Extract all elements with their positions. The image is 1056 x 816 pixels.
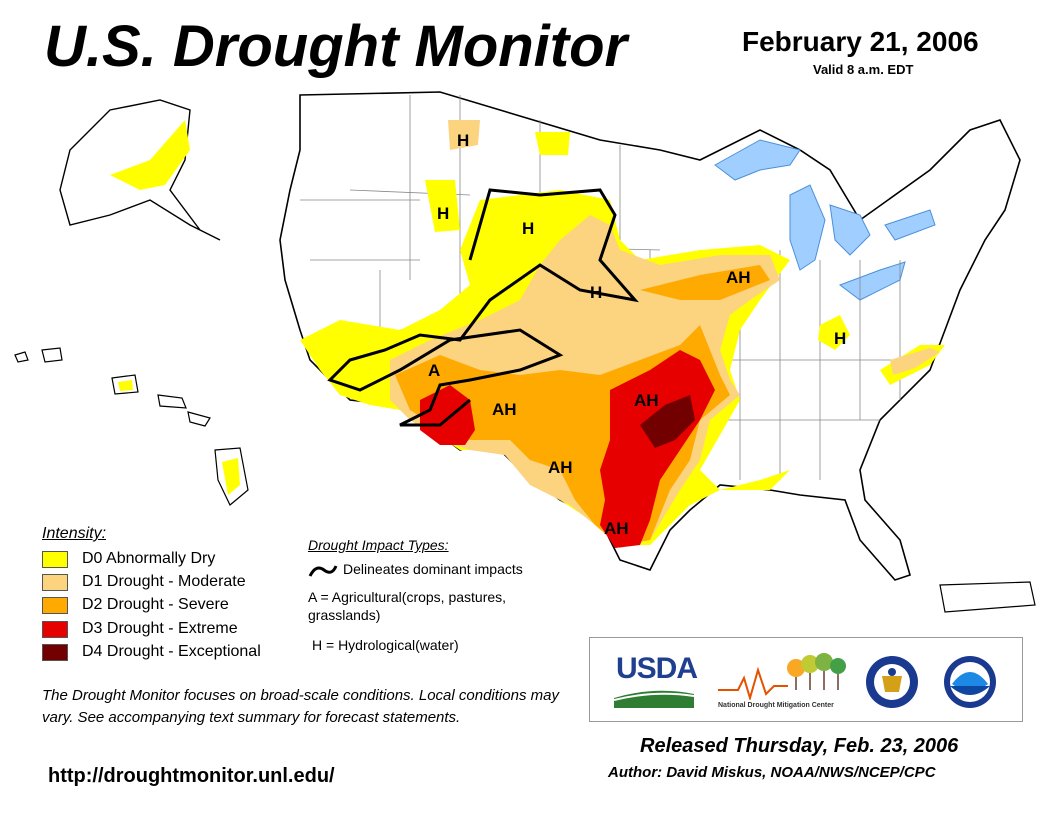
delineation-line-icon [308,565,338,577]
hawaii-d0-area-2 [118,380,133,391]
alaska-d0-area [110,120,190,190]
legend-swatch-d2 [42,596,68,614]
legend-swatch-d3 [42,620,68,638]
impact-hydrological-text: H = Hydrological(water) [312,637,459,653]
usda-field-icon [614,690,694,708]
ohio-d0-area [818,315,850,350]
impact-delineation-lines [327,188,639,427]
map-date: February 21, 2006 [742,26,979,57]
map-label: AH [726,268,751,287]
partner-logos: USDA National Drought Mitigation Center [589,637,1023,722]
legend-label-d3: D3 Drought - Extreme [82,620,238,637]
legend-label-d0: D0 Abnormally Dry [82,550,216,567]
ndmc-trees-icon [718,653,846,700]
legend-item-d0: D0 Abnormally Dry [42,549,215,569]
map-label: AH [492,400,517,419]
released-date: Released Thursday, Feb. 23, 2006 [640,735,959,757]
legend-item-d4: D4 Drought - Exceptional [42,642,261,662]
great-lakes [714,139,936,301]
montana-d1-area [448,120,480,150]
map-label: H [590,283,602,302]
page-title: U.S. Drought Monitor [44,14,628,79]
legend-item-d2: D2 Drought - Severe [42,595,229,615]
usda-logo: USDA [616,652,698,685]
drought-d4-area [640,395,695,448]
legend-label-d4: D4 Drought - Exceptional [82,643,261,660]
map-label: AH [634,391,659,410]
puerto-rico-outline [939,581,1036,613]
carolina-d1-area [890,348,940,375]
legend-label-d2: D2 Drought - Severe [82,596,229,613]
map-label: A [428,361,440,380]
legend-swatch-d1 [42,573,68,591]
map-label: AH [548,458,573,477]
map-label: AH [604,519,629,538]
valid-time: Valid 8 a.m. EDT [813,62,914,77]
impact-delineates-text: Delineates dominant impacts [343,561,523,577]
idaho-d0-area [425,180,460,232]
montana-d0-area [535,132,570,155]
legend-swatch-d4 [42,643,68,661]
drought-d3-area [420,350,715,548]
legend-swatch-d0 [42,550,68,568]
ndmc-logo-text: National Drought Mitigation Center [718,702,834,709]
author-credit: Author: David Miskus, NOAA/NWS/NCEP/CPC [608,764,936,781]
hawaii-islands [14,347,249,506]
legend-item-d1: D1 Drought - Moderate [42,572,246,592]
map-label: H [457,131,469,150]
legend-title: Intensity: [42,525,107,542]
noaa-logo-icon [944,656,996,708]
legend-label-d1: D1 Drought - Moderate [82,573,246,590]
legend-item-d3: D3 Drought - Extreme [42,619,238,639]
hawaii-d0-area [222,458,240,495]
map-label: H [437,204,449,223]
doc-seal-icon [866,656,918,708]
map-label: H [522,219,534,238]
drought-d2-area [395,265,770,545]
impact-types-title: Drought Impact Types: [308,537,449,553]
impact-agricultural-text: A = Agricultural(crops, pastures, grassl… [308,589,507,623]
website-link[interactable]: http://droughtmonitor.unl.edu/ [48,765,335,787]
disclaimer-note: The Drought Monitor focuses on broad-sca… [42,687,559,726]
map-label: H [834,329,846,348]
